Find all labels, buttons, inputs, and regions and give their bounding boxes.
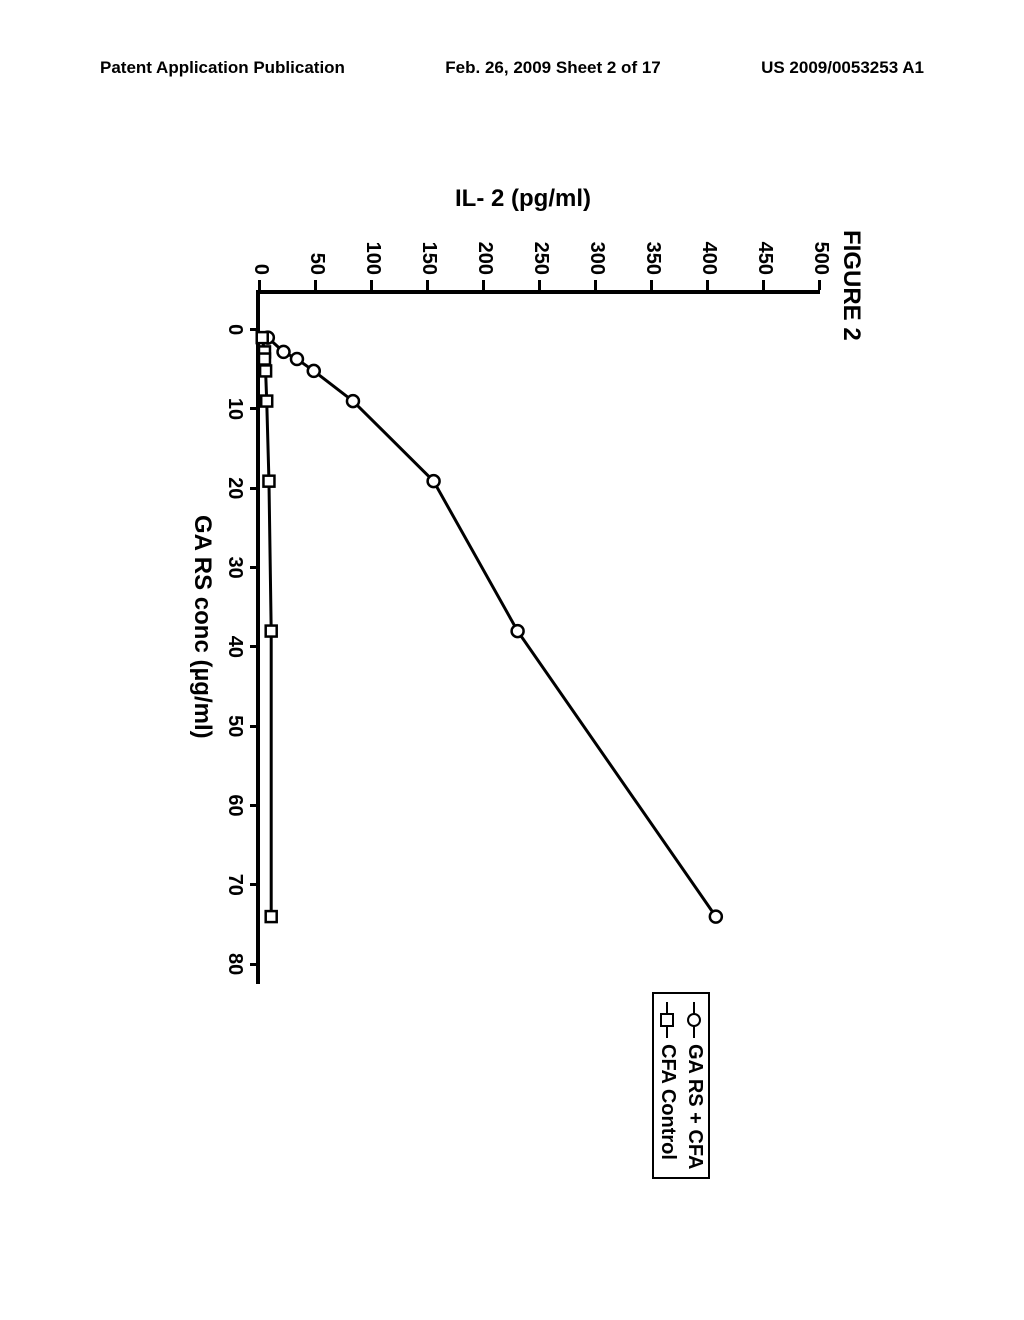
x-tick	[250, 963, 260, 966]
y-tick-label: 400	[697, 205, 720, 275]
x-tick-label: 10	[223, 384, 246, 434]
x-axis-label: GA RS conc (µg/ml)	[188, 515, 216, 739]
square-marker	[266, 626, 277, 637]
legend: GA RS + CFACFA Control	[652, 992, 710, 1179]
square-marker	[263, 476, 274, 487]
plot-svg	[260, 294, 820, 984]
y-tick-label: 0	[249, 205, 272, 275]
y-tick	[707, 280, 710, 290]
square-marker	[257, 332, 268, 343]
circle-marker	[291, 353, 303, 365]
circle-marker	[428, 475, 440, 487]
legend-label: CFA Control	[656, 1044, 679, 1160]
x-tick-label: 50	[223, 701, 246, 751]
header-left: Patent Application Publication	[100, 58, 345, 78]
figure-2: FIGURE 2 IL- 2 (pg/ml) GA RS conc (µg/ml…	[140, 160, 880, 1180]
y-tick	[763, 280, 766, 290]
x-tick	[250, 487, 260, 490]
legend-marker	[688, 1002, 702, 1038]
x-tick-label: 30	[223, 543, 246, 593]
y-tick-label: 450	[753, 205, 776, 275]
y-tick	[595, 280, 598, 290]
y-tick-label: 150	[417, 205, 440, 275]
circle-marker	[278, 346, 290, 358]
circle-marker	[347, 395, 359, 407]
x-tick	[250, 804, 260, 807]
y-tick	[483, 280, 486, 290]
page-header: Patent Application Publication Feb. 26, …	[0, 58, 1024, 78]
x-tick	[250, 407, 260, 410]
page: Patent Application Publication Feb. 26, …	[0, 0, 1024, 1320]
y-tick	[259, 280, 262, 290]
plot-area	[256, 290, 820, 984]
x-tick-label: 20	[223, 463, 246, 513]
y-tick-label: 500	[809, 205, 832, 275]
y-tick	[651, 280, 654, 290]
y-tick-label: 50	[305, 205, 328, 275]
x-tick	[250, 883, 260, 886]
x-tick	[250, 645, 260, 648]
legend-marker	[661, 1002, 675, 1038]
y-tick-label: 300	[585, 205, 608, 275]
y-tick-label: 350	[641, 205, 664, 275]
y-tick	[539, 280, 542, 290]
x-tick-label: 80	[223, 939, 246, 989]
series-line	[268, 338, 716, 917]
circle-marker	[512, 625, 524, 637]
circle-marker	[710, 911, 722, 923]
y-tick	[315, 280, 318, 290]
y-tick-label: 100	[361, 205, 384, 275]
legend-item: CFA Control	[654, 994, 681, 1177]
square-marker	[260, 365, 271, 376]
figure-title: FIGURE 2	[837, 230, 865, 341]
x-tick-label: 70	[223, 860, 246, 910]
square-marker	[266, 911, 277, 922]
square-marker	[261, 396, 272, 407]
x-tick	[250, 566, 260, 569]
y-tick-label: 200	[473, 205, 496, 275]
y-tick	[427, 280, 430, 290]
header-right: US 2009/0053253 A1	[761, 58, 924, 78]
x-tick-label: 40	[223, 622, 246, 672]
x-tick	[250, 725, 260, 728]
square-marker	[259, 354, 270, 365]
y-tick-label: 250	[529, 205, 552, 275]
legend-label: GA RS + CFA	[683, 1044, 706, 1169]
x-tick-label: 60	[223, 781, 246, 831]
x-tick-label: 0	[223, 305, 246, 355]
header-center: Feb. 26, 2009 Sheet 2 of 17	[445, 58, 660, 78]
legend-item: GA RS + CFA	[681, 994, 708, 1177]
circle-marker	[308, 365, 320, 377]
y-tick	[371, 280, 374, 290]
x-tick	[250, 328, 260, 331]
y-tick	[819, 280, 822, 290]
